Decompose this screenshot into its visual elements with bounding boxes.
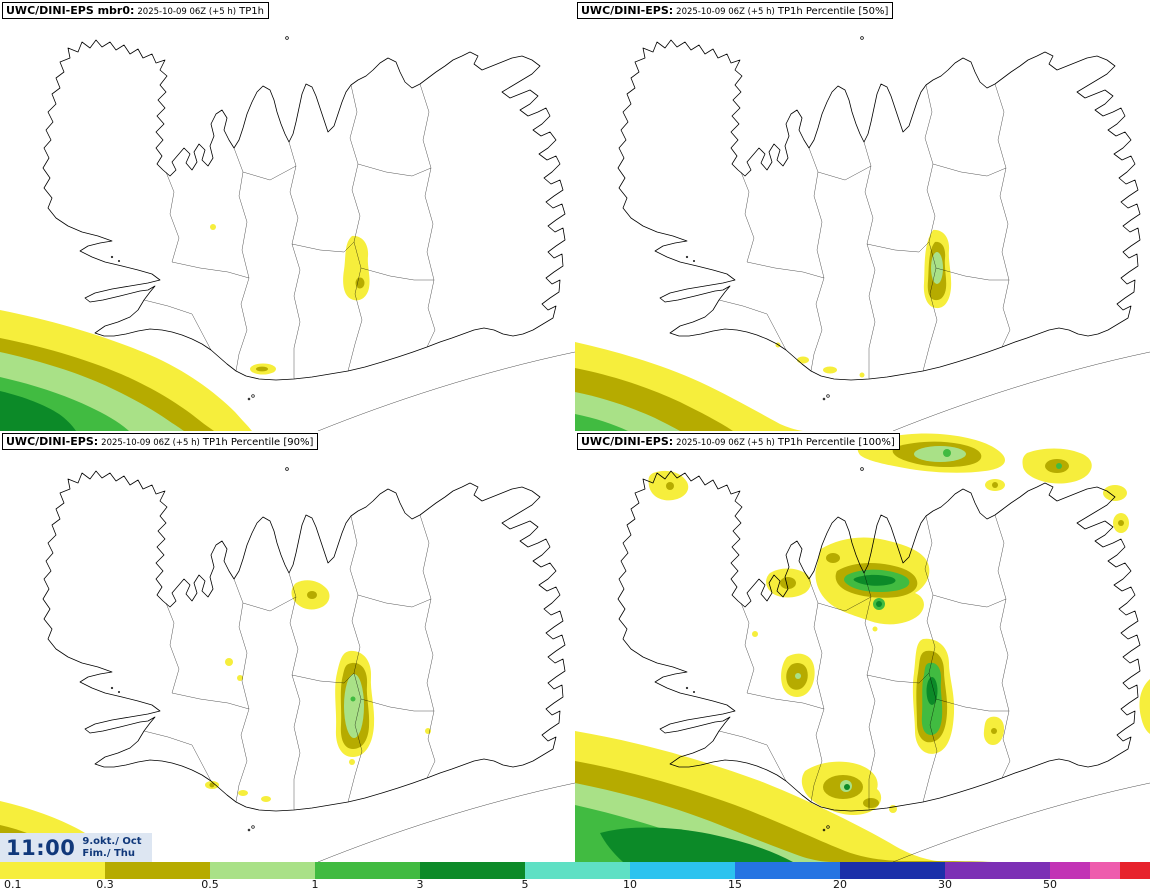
parameter-name: TP1h Percentile [100%] <box>777 437 895 448</box>
run-time: 2025-10-09 06Z (+5 h) <box>137 7 237 17</box>
colorbar-tick: 1 <box>311 878 319 891</box>
iceland-map-p100 <box>575 433 1150 862</box>
precip-layer <box>575 433 1150 862</box>
colorbar-segment <box>735 862 840 879</box>
colorbar-segment <box>630 862 735 879</box>
panel-mbr0: UWC/DINI-EPS mbr0: 2025-10-09 06Z (+5 h)… <box>0 0 575 431</box>
colorbar-segment <box>0 862 105 879</box>
parameter-name: TP1h Percentile [50%] <box>777 6 889 17</box>
colorbar-tick: 50 <box>1043 878 1057 891</box>
colorbar-segment <box>105 862 210 879</box>
model-name: UWC/DINI-EPS: <box>6 435 99 448</box>
panel-title: UWC/DINI-EPS mbr0: 2025-10-09 06Z (+5 h)… <box>2 2 269 19</box>
coastline-layer <box>617 36 1150 431</box>
colorbar-segment <box>420 862 525 879</box>
colorbar-tick: 0.5 <box>201 878 219 891</box>
model-name: UWC/DINI-EPS: <box>581 435 674 448</box>
colorbar-tick: 10 <box>623 878 637 891</box>
run-time: 2025-10-09 06Z (+5 h) <box>676 7 775 17</box>
panel-title: UWC/DINI-EPS: 2025-10-09 06Z (+5 h) TP1h… <box>577 433 900 450</box>
colorbar-segment <box>840 862 945 879</box>
forecast-grid: UWC/DINI-EPS mbr0: 2025-10-09 06Z (+5 h)… <box>0 0 1150 862</box>
colorbar-segment <box>1090 862 1120 879</box>
colorbar-segment <box>1120 862 1150 879</box>
colorbar-segment <box>525 862 630 879</box>
colorbar-tick: 30 <box>938 878 952 891</box>
model-name: UWC/DINI-EPS: <box>581 4 674 17</box>
colorbar-tick: 0.3 <box>96 878 114 891</box>
valid-date: 9.okt./ Oct <box>82 836 142 847</box>
coastline-layer <box>42 467 575 862</box>
panel-title: UWC/DINI-EPS: 2025-10-09 06Z (+5 h) TP1h… <box>2 433 319 450</box>
panel-p50: UWC/DINI-EPS: 2025-10-09 06Z (+5 h) TP1h… <box>575 0 1150 431</box>
colorbar: 0.1 0.3 0.5 1 3 5 10 15 20 30 50 <box>0 862 1150 891</box>
run-time: 2025-10-09 06Z (+5 h) <box>676 438 775 448</box>
valid-time: 11:00 <box>6 835 76 860</box>
iceland-map-mbr0 <box>0 36 575 431</box>
colorbar-tick: 3 <box>416 878 424 891</box>
precip-layer <box>0 580 431 862</box>
colorbar-tick-labels: 0.1 0.3 0.5 1 3 5 10 15 20 30 50 <box>0 878 1150 891</box>
iceland-map-p50 <box>575 36 1150 431</box>
valid-weekday: Fim./ Thu <box>82 847 136 859</box>
colorbar-tick: 15 <box>728 878 742 891</box>
colorbar-segment <box>210 862 315 879</box>
colorbar-segment <box>945 862 1050 879</box>
colorbar-track <box>0 862 1150 879</box>
precip-layer <box>575 229 952 431</box>
panel-p90: UWC/DINI-EPS: 2025-10-09 06Z (+5 h) TP1h… <box>0 431 575 862</box>
colorbar-tick: 20 <box>833 878 847 891</box>
panel-title: UWC/DINI-EPS: 2025-10-09 06Z (+5 h) TP1h… <box>577 2 894 19</box>
model-name: UWC/DINI-EPS mbr0: <box>6 4 135 17</box>
colorbar-segment <box>1050 862 1090 879</box>
run-time: 2025-10-09 06Z (+5 h) <box>101 438 200 448</box>
colorbar-tick: 0.1 <box>4 878 22 891</box>
precip-layer <box>0 224 370 431</box>
parameter-name: TP1h <box>239 6 264 17</box>
parameter-name: TP1h Percentile [90%] <box>202 437 314 448</box>
panel-p100: UWC/DINI-EPS: 2025-10-09 06Z (+5 h) TP1h… <box>575 431 1150 862</box>
iceland-map-p90 <box>0 467 575 862</box>
colorbar-tick: 5 <box>521 878 529 891</box>
time-badge: 11:00 9.okt./ Oct Fim./ Thu <box>0 833 152 862</box>
colorbar-segment <box>315 862 420 879</box>
